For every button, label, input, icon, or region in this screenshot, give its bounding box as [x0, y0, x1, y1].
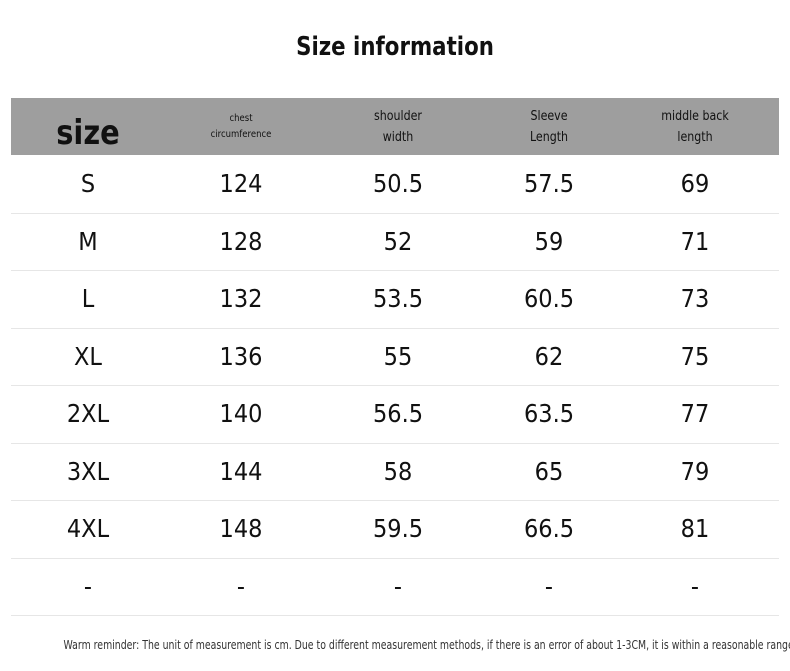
row-separator [11, 270, 779, 271]
table-cell: 58 [383, 456, 413, 486]
header-cell: size [13, 98, 163, 155]
table-cell: 128 [219, 226, 263, 256]
table-cell: 148 [219, 514, 263, 543]
row-separator [11, 500, 779, 501]
table-cell: 2XL [66, 399, 110, 428]
table-cell: 4XL [66, 514, 110, 543]
table-cell: 3XL [66, 456, 110, 486]
table-cell: 59 [534, 226, 564, 256]
table-cell: 75 [680, 341, 710, 371]
table-cell: 81 [680, 514, 710, 543]
table-cell: 66.5 [523, 514, 575, 543]
table-cell: 52 [383, 226, 413, 256]
table-cell: 53.5 [372, 284, 424, 313]
table-cell: 60.5 [523, 284, 575, 313]
table-cell: 56.5 [372, 399, 424, 428]
header-text: width [382, 129, 414, 145]
table-cell: 144 [219, 456, 263, 486]
row-separator [11, 442, 779, 444]
table-cell: 132 [219, 284, 263, 313]
header-text: Length [529, 129, 569, 145]
table-cell: 50.5 [372, 169, 424, 198]
header-text: chest [229, 112, 253, 124]
row-separator [11, 557, 779, 559]
table-cell: 59.5 [372, 514, 424, 543]
table-cell: 69 [680, 169, 710, 198]
table-cell: S [80, 169, 96, 198]
header-band [11, 98, 779, 155]
header-text: Sleeve [530, 108, 568, 124]
row-separator [11, 327, 779, 329]
table-cell: 62 [534, 341, 564, 371]
header-text: middle back [661, 108, 729, 124]
header-text: shoulder [374, 108, 422, 124]
table-cell: 79 [680, 456, 710, 486]
header-cell: middle back length [620, 98, 770, 155]
table-cell: XL [74, 341, 102, 371]
header-cell: chest circumference [166, 98, 316, 155]
table-cell: 77 [680, 399, 710, 428]
row-separator [11, 212, 779, 214]
header-cell: Sleeve Length [474, 98, 624, 155]
row-separator [11, 385, 779, 386]
table-cell: 55 [383, 341, 413, 371]
table-cell: 71 [680, 226, 710, 256]
header-text: length [677, 129, 713, 145]
table-cell: - [393, 571, 403, 601]
table-cell: 136 [219, 341, 263, 371]
table-cell: 65 [534, 456, 564, 486]
table-cell: M [78, 226, 98, 256]
title: Size information [296, 32, 494, 62]
table-cell: - [690, 571, 700, 601]
table-cell: 124 [219, 169, 263, 198]
table-cell: - [236, 571, 246, 601]
table-cell: 57.5 [523, 169, 575, 198]
header-text: size [56, 113, 120, 153]
table-cell: L [81, 284, 95, 313]
table-cell: - [544, 571, 554, 601]
table-cell: 63.5 [523, 399, 575, 428]
header-cell: shoulder width [323, 98, 473, 155]
header-text: circumference [210, 128, 272, 140]
footer-note: Warm reminder: The unit of measurement i… [63, 638, 790, 652]
table-cell: 140 [219, 399, 263, 428]
table-cell: - [83, 571, 93, 601]
row-separator [11, 615, 779, 616]
table-cell: 73 [680, 284, 710, 313]
